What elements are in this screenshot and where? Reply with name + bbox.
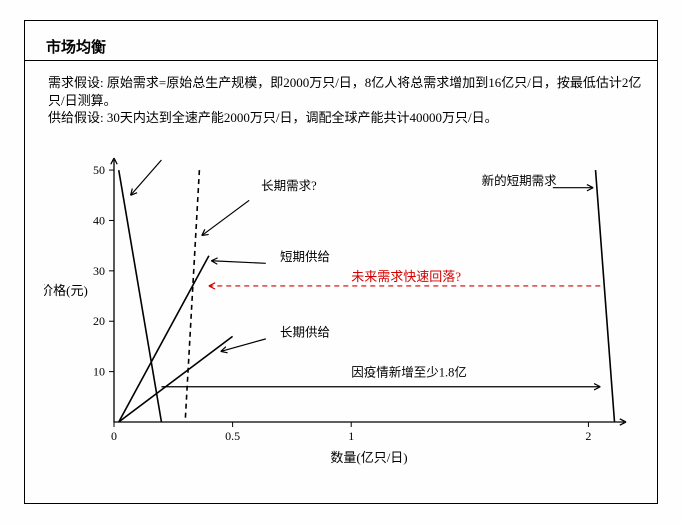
svg-text:40: 40 (93, 213, 105, 227)
svg-text:30: 30 (93, 264, 105, 278)
svg-text:新的短期需求: 新的短期需求 (482, 173, 558, 188)
svg-text:因疫情新增至少1.8亿: 因疫情新增至少1.8亿 (351, 365, 467, 380)
supply-assumption: 供给假设: 30天内达到全速产能2000万只/日，调配全球产能共计40000万只… (48, 109, 642, 127)
svg-text:10: 10 (93, 365, 105, 379)
svg-text:20: 20 (93, 314, 105, 328)
svg-text:0: 0 (111, 429, 117, 443)
svg-text:短期供给: 短期供给 (280, 250, 330, 264)
svg-text:未来需求快速回落?: 未来需求快速回落? (351, 269, 461, 284)
svg-text:价格(元): 价格(元) (44, 283, 88, 298)
equilibrium-chart: 102030405000.512数量(亿只/日)价格(元)原始需求长期需求?短期… (44, 150, 644, 490)
demand-assumption: 需求假设: 原始需求=原始总生产规模，即2000万只/日，8亿人将总需求增加到1… (48, 74, 642, 109)
svg-text:长期供给: 长期供给 (280, 325, 330, 339)
svg-text:0.5: 0.5 (225, 429, 240, 443)
svg-text:数量(亿只/日): 数量(亿只/日) (330, 450, 407, 465)
assumptions-block: 需求假设: 原始需求=原始总生产规模，即2000万只/日，8亿人将总需求增加到1… (48, 74, 642, 127)
svg-text:长期需求?: 长期需求? (261, 179, 317, 193)
page-title: 市场均衡 (46, 36, 106, 57)
svg-text:1: 1 (348, 429, 354, 443)
svg-text:2: 2 (585, 429, 591, 443)
title-underline (25, 60, 657, 61)
svg-text:50: 50 (93, 163, 105, 177)
